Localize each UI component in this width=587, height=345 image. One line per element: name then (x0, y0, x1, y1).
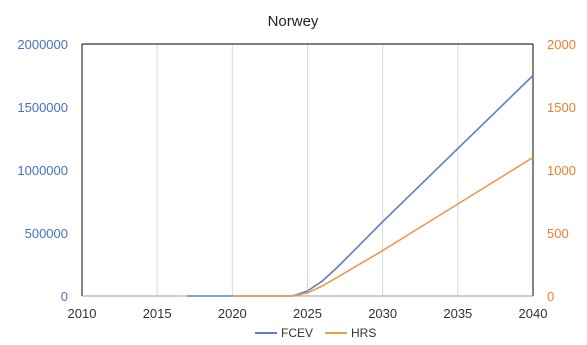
x-tick-label: 2015 (143, 306, 172, 321)
x-tick-label: 2030 (368, 306, 397, 321)
left-y-tick-label: 2000000 (17, 37, 68, 52)
right-y-tick-label: 0 (547, 289, 554, 304)
x-tick-label: 2040 (519, 306, 548, 321)
right-y-tick-label: 2000 (547, 37, 576, 52)
legend-label-fcev: FCEV (281, 326, 313, 340)
right-y-tick-label: 500 (547, 226, 569, 241)
x-tick-label: 2010 (68, 306, 97, 321)
left-y-tick-label: 1000000 (17, 163, 68, 178)
left-y-tick-label: 500000 (25, 226, 68, 241)
right-y-axis-ticks: 0 500 1000 1500 2000 (547, 37, 576, 304)
plot-area (81, 43, 534, 297)
left-y-axis-ticks: 0 500000 1000000 1500000 2000000 (17, 37, 68, 304)
gridlines (156, 44, 459, 296)
legend: FCEV HRS (255, 326, 376, 340)
series-line-hrs (232, 156, 534, 297)
right-y-tick-label: 1500 (547, 100, 576, 115)
chart-title: Norwey (268, 13, 319, 30)
legend-label-hrs: HRS (351, 326, 376, 340)
left-y-tick-label: 0 (61, 289, 68, 304)
x-axis-ticks: 2010 2015 2020 2025 2030 2035 2040 (68, 306, 548, 321)
x-tick-label: 2020 (218, 306, 247, 321)
plot-frame (81, 43, 534, 297)
x-tick-label: 2035 (443, 306, 472, 321)
left-y-tick-label: 1500000 (17, 100, 68, 115)
series-layer (187, 74, 534, 297)
right-y-tick-label: 1000 (547, 163, 576, 178)
x-tick-label: 2025 (293, 306, 322, 321)
